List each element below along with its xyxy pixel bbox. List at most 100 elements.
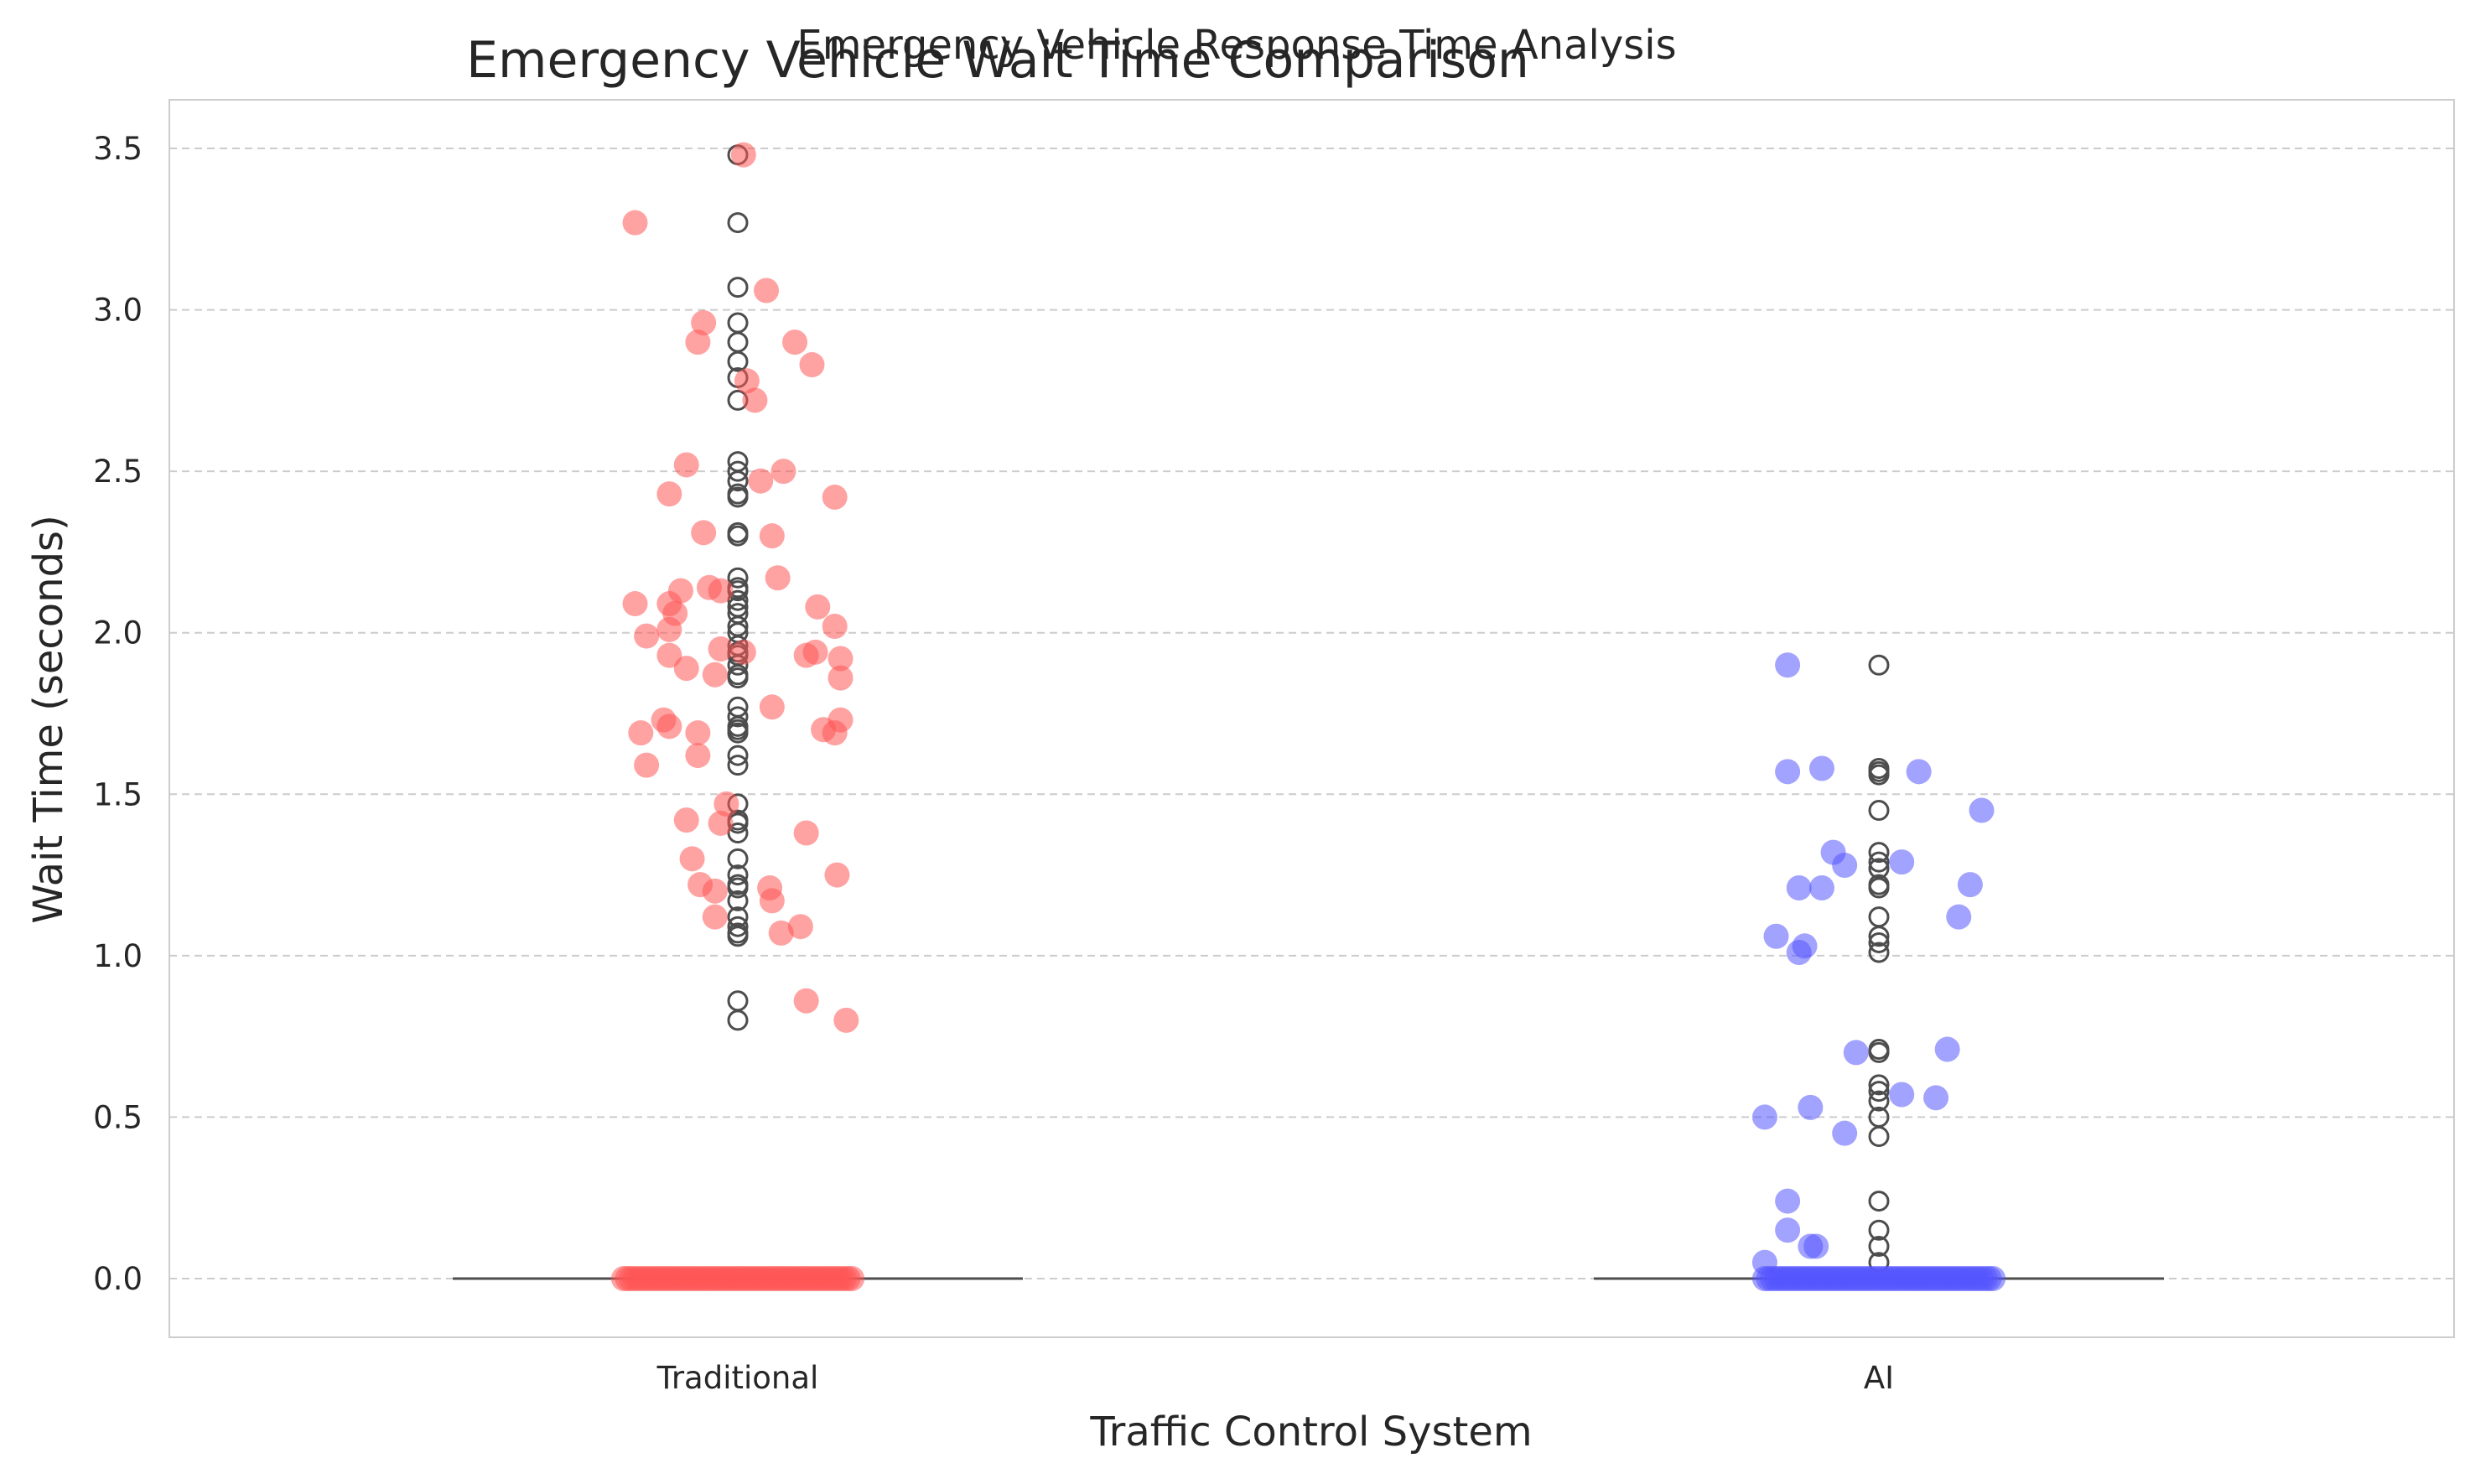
data-point [759, 888, 785, 914]
data-point [822, 720, 848, 746]
data-point [1889, 849, 1915, 875]
outlier-marker [727, 722, 749, 744]
data-point [702, 904, 728, 930]
data-point [708, 636, 734, 662]
data-point [1946, 904, 1972, 930]
data-point [793, 988, 819, 1014]
outlier-marker [1868, 1041, 1890, 1063]
data-point [1798, 1094, 1824, 1120]
outlier-marker [1868, 764, 1890, 786]
data-point [708, 810, 734, 836]
outlier-marker [1868, 926, 1890, 947]
data-point [1843, 1040, 1869, 1066]
outlier-marker [727, 667, 749, 689]
data-point [622, 210, 648, 236]
outlier-marker [1868, 931, 1890, 953]
data-point [634, 623, 660, 649]
data-point [822, 614, 848, 640]
data-point [787, 914, 813, 940]
outlier-marker [1868, 942, 1890, 963]
data-point [1808, 874, 1834, 900]
data-point [634, 752, 660, 778]
data-point [656, 713, 682, 739]
outlier-marker [1868, 1219, 1890, 1241]
data-point [805, 594, 831, 620]
data-point [1751, 1249, 1777, 1275]
data-point [759, 694, 785, 720]
data-point [730, 639, 756, 665]
data-point [1906, 759, 1932, 785]
data-point [833, 1007, 859, 1033]
outlier-marker [727, 212, 749, 234]
y-tick-label: 2.5 [93, 454, 143, 490]
x-tick-labels: Traditional AI [656, 1360, 1894, 1396]
data-point [759, 523, 785, 549]
data-point [673, 656, 699, 682]
data-point [1775, 1188, 1801, 1214]
y-tick-label: 1.0 [93, 938, 143, 974]
plot-frame [169, 99, 2455, 1338]
chart-title: Emergency Vehicle Wait Time Comparison [466, 31, 1529, 90]
outlier-marker [1868, 1126, 1890, 1148]
data-point-zero [1980, 1266, 2006, 1291]
data-point [628, 720, 654, 746]
outlier-marker [1868, 800, 1890, 822]
outlier-marker [727, 486, 749, 508]
y-tick-label: 3.0 [93, 293, 143, 329]
data-point-zero [839, 1266, 865, 1291]
data-point [685, 329, 711, 355]
data-point [1969, 797, 1995, 823]
x-axis-label: Traffic Control System [1089, 1409, 1532, 1455]
data-point [768, 920, 794, 946]
jittered-points [610, 142, 2006, 1291]
outlier-marker [727, 1009, 749, 1031]
outlier-marker [1868, 1090, 1890, 1112]
data-point [708, 578, 734, 604]
outlier-marker [727, 755, 749, 776]
data-point [713, 791, 739, 817]
y-tick-label: 2.0 [93, 615, 143, 651]
outlier-marker [727, 350, 749, 372]
data-point [679, 846, 705, 872]
data-point [822, 484, 848, 510]
data-point [734, 368, 760, 394]
data-point [691, 309, 717, 335]
outlier-marker [727, 916, 749, 937]
data-point [799, 352, 825, 378]
y-tick-label: 3.5 [93, 131, 143, 167]
outlier-marker [1868, 1235, 1890, 1257]
outlier-marker [1868, 906, 1890, 928]
outlier-marker [727, 470, 749, 492]
data-point [742, 387, 768, 413]
data-point [656, 481, 682, 507]
data-point [802, 639, 828, 665]
data-point [771, 459, 796, 485]
outlier-marker [727, 706, 749, 728]
data-point [1934, 1036, 1960, 1062]
data-point [656, 616, 682, 642]
data-point [1751, 1104, 1777, 1130]
data-point [1808, 755, 1834, 781]
data-point [1923, 1085, 1949, 1111]
data-point [793, 820, 819, 846]
y-tick-label: 0.5 [93, 1099, 143, 1135]
data-point [748, 468, 774, 494]
data-point [1832, 853, 1858, 879]
data-point [685, 720, 711, 746]
data-point [673, 452, 699, 478]
outlier-marker [727, 848, 749, 869]
outlier-marker [727, 890, 749, 911]
data-point [1832, 1120, 1858, 1146]
outlier-marker [727, 926, 749, 947]
data-point [685, 743, 711, 769]
outlier-marker [727, 331, 749, 353]
data-point [1775, 759, 1801, 785]
outlier-marker [1868, 851, 1890, 873]
outlier-marker [727, 990, 749, 1012]
outlier-marker [1868, 1081, 1890, 1103]
outlier-marker [1868, 877, 1890, 899]
outlier-marker [727, 567, 749, 589]
data-point [765, 565, 791, 591]
outlier-marker [727, 745, 749, 766]
